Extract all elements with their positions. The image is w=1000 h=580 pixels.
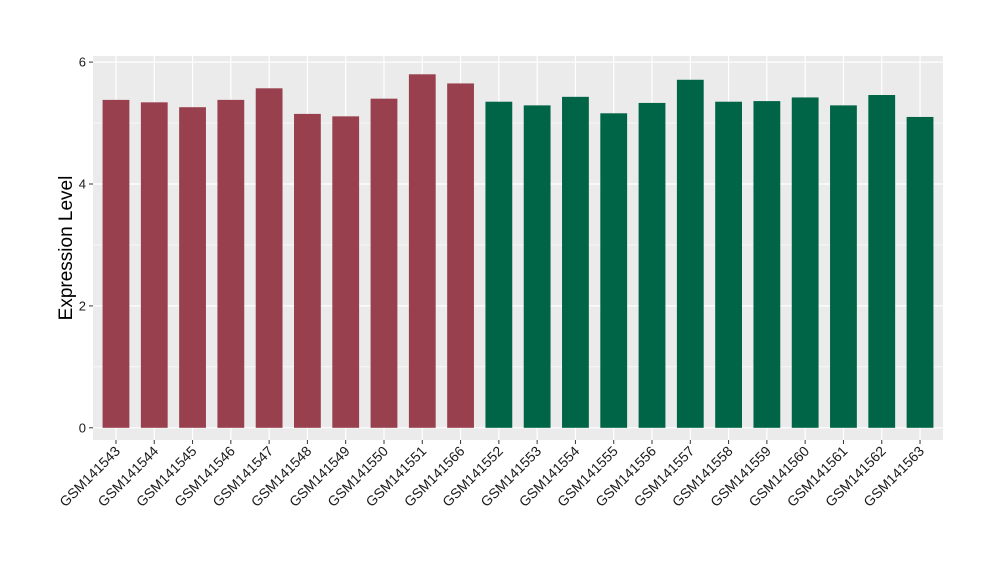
bar-GSM141559 — [753, 101, 781, 428]
bar-GSM141546 — [217, 99, 245, 428]
bar-GSM141562 — [868, 95, 896, 428]
bar-GSM141558 — [715, 101, 742, 428]
bar-GSM141555 — [600, 113, 628, 428]
bar-GSM141560 — [791, 97, 819, 428]
bar-GSM141547 — [255, 88, 283, 428]
y-tick-label: 0 — [79, 420, 86, 435]
bar-GSM141549 — [332, 116, 360, 428]
bar-GSM141553 — [523, 105, 551, 428]
bar-GSM141556 — [638, 102, 666, 428]
y-tick-label: 4 — [79, 177, 86, 192]
bar-GSM141548 — [294, 113, 321, 428]
bar-GSM141551 — [408, 74, 436, 428]
y-tick-label: 6 — [79, 55, 86, 70]
bar-GSM141554 — [562, 96, 589, 428]
bars — [102, 74, 934, 428]
y-axis: 0 2 4 6 — [79, 55, 93, 435]
bar-GSM141545 — [179, 107, 206, 428]
bar-GSM141552 — [485, 101, 513, 428]
bar-GSM141566 — [447, 83, 474, 428]
bar-GSM141557 — [676, 79, 704, 428]
y-axis-title: Expression Level — [56, 176, 77, 321]
bar-GSM141550 — [370, 98, 398, 428]
bar-GSM141544 — [140, 102, 168, 428]
bar-GSM141561 — [830, 105, 857, 428]
y-tick-label: 2 — [79, 298, 86, 313]
bar-GSM141543 — [102, 99, 130, 428]
x-axis: GSM141543GSM141544GSM141545GSM141546GSM1… — [56, 440, 927, 510]
bar-GSM141563 — [906, 116, 934, 428]
